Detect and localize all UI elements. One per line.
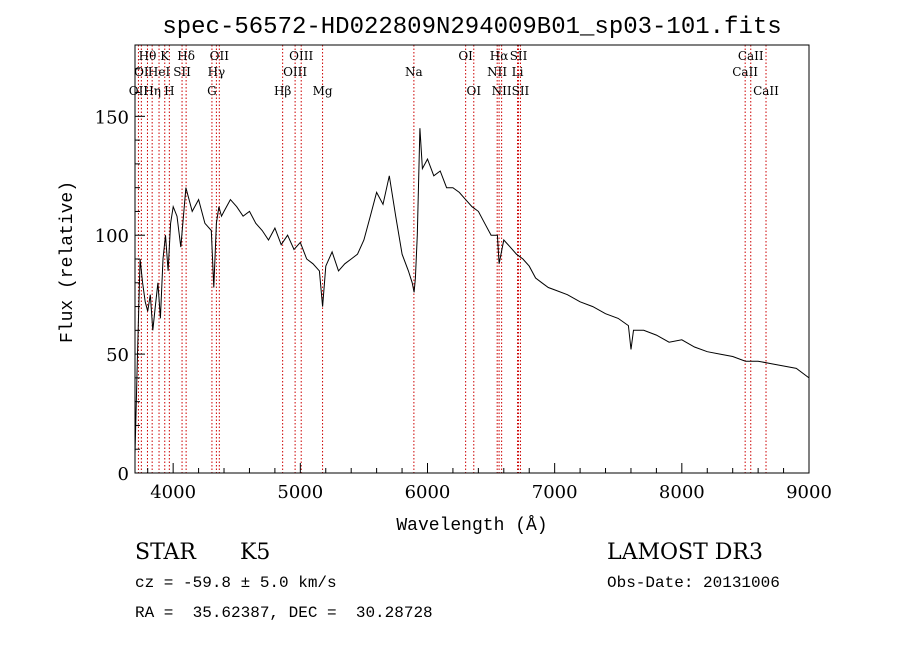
marker-label-27: CaII: [753, 84, 779, 98]
marker-label-24: SII: [512, 84, 530, 98]
marker-label-12: OIII: [289, 49, 313, 63]
marker-label-16: Na: [405, 65, 423, 79]
marker-label-1: OI: [134, 65, 149, 79]
chart-title: spec-56572-HD022809N294009B01_sp03-101.f…: [162, 14, 781, 41]
marker-label-5: Hη: [143, 84, 161, 98]
marker-label-14: Hβ: [274, 84, 291, 98]
object-subclass: K5: [240, 540, 271, 565]
marker-label-23: Li: [512, 65, 524, 79]
x-tick-label-1: 5000: [277, 482, 323, 503]
marker-label-8: H: [164, 84, 174, 98]
marker-label-0: Hθ: [139, 49, 157, 63]
marker-label-20: NII: [487, 65, 507, 79]
y-tick-label-0: 0: [118, 464, 129, 485]
survey-name: LAMOST DR3: [607, 540, 763, 565]
marker-label-6: Hδ: [177, 49, 195, 63]
spectrum-line: [134, 128, 810, 455]
coordinates: RA = 35.62387, DEC = 30.28728: [135, 604, 433, 622]
spectral-line-markers: [137, 45, 767, 473]
x-tick-label-4: 8000: [659, 482, 705, 503]
marker-label-15: Mg: [313, 84, 333, 98]
y-tick-label-2: 100: [95, 226, 129, 247]
y-axis-label: Flux (relative): [58, 181, 78, 343]
object-class: STAR: [135, 540, 196, 565]
y-axis-ticks: 0 50 100 150: [95, 68, 145, 485]
marker-label-7: SII: [173, 65, 191, 79]
y-tick-label-1: 50: [106, 345, 129, 366]
x-tick-label-2: 6000: [405, 482, 451, 503]
marker-label-18: OI: [466, 84, 481, 98]
marker-label-22: SII: [510, 49, 528, 63]
x-axis-label: Wavelength (Å): [396, 515, 547, 536]
spectral-line-labels: Hθ OI OII K HeI Hη Hδ SII H OII Hγ G OIII OIII Hβ Mg Na O…: [129, 49, 779, 98]
x-tick-label-5: 9000: [786, 482, 832, 503]
obs-date: Obs-Date: 20131006: [607, 574, 780, 592]
plot-frame: [134, 44, 810, 474]
marker-label-3: K: [160, 49, 170, 63]
marker-label-13: OIII: [283, 65, 307, 79]
x-axis-ticks: 4000 5000 6000 7000 8000 9000: [147, 463, 832, 503]
marker-label-25: CaII: [738, 49, 764, 63]
marker-label-4: HeI: [148, 65, 171, 79]
marker-label-10: Hγ: [208, 65, 226, 79]
x-tick-label-3: 7000: [532, 482, 578, 503]
marker-label-19: Hα: [490, 49, 509, 63]
marker-label-17: OI: [458, 49, 473, 63]
marker-label-21: NII: [492, 84, 512, 98]
marker-label-9: OII: [210, 49, 230, 63]
marker-label-11: G: [207, 84, 217, 98]
marker-label-2: OII: [129, 84, 149, 98]
x-tick-label-0: 4000: [150, 482, 196, 503]
marker-label-26: CaII: [732, 65, 758, 79]
y-tick-label-3: 150: [95, 107, 129, 128]
redshift-value: cz = -59.8 ± 5.0 km/s: [135, 574, 337, 592]
